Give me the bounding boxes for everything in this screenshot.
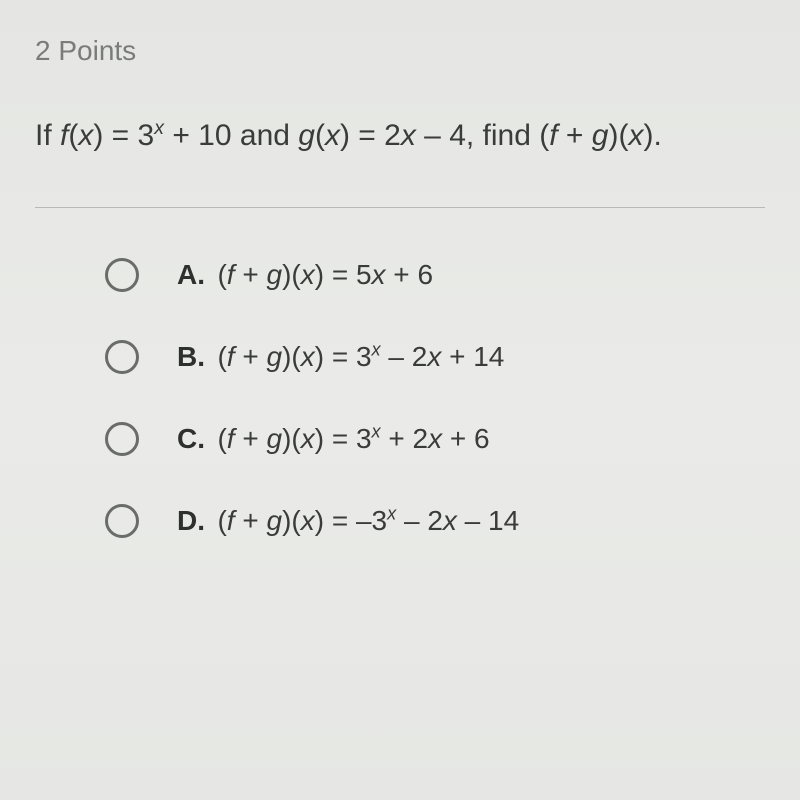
- q-po2: (: [315, 119, 325, 152]
- choice-a-content: A. (f + g)(x) = 5x + 6: [177, 259, 433, 291]
- choice-d-letter: D.: [177, 505, 205, 536]
- choice-d-content: D. (f + g)(x) = –3x – 2x – 14: [177, 505, 519, 537]
- choices-list: A. (f + g)(x) = 5x + 6 B. (f + g)(x) = 3…: [35, 258, 765, 538]
- q-gx-eq: ) = 2: [340, 119, 401, 152]
- quiz-container: 2 Points If f(x) = 3x + 10 and g(x) = 2x…: [0, 0, 800, 800]
- choice-b-text: (f + g)(x) = 3x – 2x + 14: [217, 341, 504, 372]
- q-fe: ).: [643, 119, 661, 152]
- radio-d[interactable]: [105, 504, 139, 538]
- choice-c-text: (f + g)(x) = 3x + 2x + 6: [217, 423, 489, 454]
- choice-d-text: (f + g)(x) = –3x – 2x – 14: [217, 505, 519, 536]
- q-fx-eq: ) = 3: [93, 119, 154, 152]
- q-po1: (: [68, 119, 78, 152]
- choice-a-text: (f + g)(x) = 5x + 6: [217, 259, 433, 290]
- points-label: 2 Points: [35, 35, 765, 67]
- q-exp1: x: [154, 117, 164, 139]
- choice-b[interactable]: B. (f + g)(x) = 3x – 2x + 14: [105, 340, 765, 374]
- q-fp: +: [558, 119, 592, 152]
- choice-a[interactable]: A. (f + g)(x) = 5x + 6: [105, 258, 765, 292]
- choice-c[interactable]: C. (f + g)(x) = 3x + 2x + 6: [105, 422, 765, 456]
- choice-b-content: B. (f + g)(x) = 3x – 2x + 14: [177, 341, 504, 373]
- q-x2: x: [325, 119, 340, 152]
- choice-c-letter: C.: [177, 423, 205, 454]
- q-x1: x: [78, 119, 93, 152]
- choice-b-letter: B.: [177, 341, 205, 372]
- radio-b[interactable]: [105, 340, 139, 374]
- q-prefix: If: [35, 119, 60, 152]
- q-ff: f: [549, 119, 557, 152]
- divider: [35, 207, 765, 208]
- choice-a-letter: A.: [177, 259, 205, 290]
- q-find: – 4, find (: [416, 119, 549, 152]
- q-g: g: [298, 119, 315, 152]
- radio-c[interactable]: [105, 422, 139, 456]
- q-fc: )(: [608, 119, 628, 152]
- q-and: + 10 and: [164, 119, 298, 152]
- choice-c-content: C. (f + g)(x) = 3x + 2x + 6: [177, 423, 490, 455]
- choice-d[interactable]: D. (f + g)(x) = –3x – 2x – 14: [105, 504, 765, 538]
- q-fg: g: [592, 119, 609, 152]
- question-text: If f(x) = 3x + 10 and g(x) = 2x – 4, fin…: [35, 115, 765, 157]
- q-x3: x: [401, 119, 416, 152]
- q-fx: x: [628, 119, 643, 152]
- radio-a[interactable]: [105, 258, 139, 292]
